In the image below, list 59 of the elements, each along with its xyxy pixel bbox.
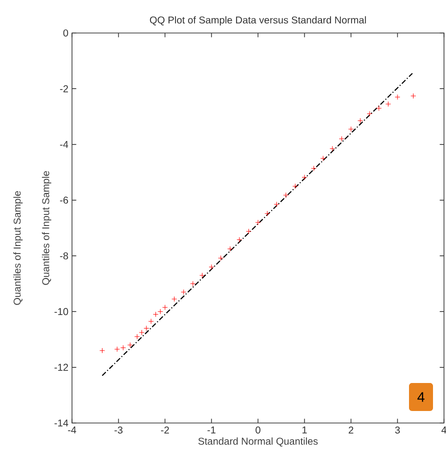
x-tick-label: 4 [441, 426, 446, 434]
point [127, 342, 133, 348]
point [302, 174, 308, 180]
point [134, 334, 140, 340]
x-tick-label: 3 [395, 426, 400, 434]
y-tick-label: -10 [54, 308, 68, 316]
point [227, 246, 233, 252]
point [199, 272, 205, 278]
point [99, 348, 105, 354]
point [320, 156, 326, 162]
point [366, 111, 372, 117]
point [152, 312, 158, 318]
x-tick-label: 0 [256, 426, 260, 434]
point [348, 126, 354, 132]
y-tick-label: -6 [60, 196, 68, 204]
point [120, 345, 126, 351]
point [144, 326, 150, 332]
x-tick-label: 2 [348, 426, 354, 434]
y-tick-label: -4 [60, 140, 68, 148]
x-tick-label: -4 [68, 426, 76, 434]
point [114, 346, 120, 352]
point [236, 236, 242, 242]
point [190, 280, 196, 286]
point [208, 264, 214, 270]
y-tick-label: -12 [54, 364, 68, 371]
point [358, 118, 364, 124]
y-axis-title: Quantiles of Input Sample [42, 171, 52, 285]
x-axis-title: Standard Normal Quantiles [198, 437, 318, 447]
point [376, 105, 382, 111]
text: Quantiles of Input Sample [13, 191, 23, 305]
point [246, 228, 252, 234]
chart-title: QQ Plot of Sample Data versus Standard Normal [150, 16, 366, 26]
point [255, 220, 261, 226]
point [311, 166, 317, 172]
y-tick-label: -8 [60, 252, 68, 260]
x-tick-label: -2 [161, 426, 169, 434]
point [292, 183, 298, 189]
y-tick-label: -14 [54, 420, 68, 426]
point [264, 210, 270, 216]
point [394, 94, 400, 100]
point [330, 146, 336, 152]
annotation: 4 [417, 392, 424, 402]
x-tick-label: -1 [208, 426, 216, 434]
point [410, 93, 416, 99]
point [274, 202, 280, 208]
x-tick-label: -3 [114, 426, 122, 434]
x-tick-label: 1 [302, 426, 307, 434]
y-tick-label: -2 [60, 85, 68, 92]
point [218, 255, 224, 261]
point [148, 318, 154, 324]
point [385, 101, 391, 107]
point [172, 296, 178, 302]
point [162, 304, 168, 310]
point [158, 308, 164, 314]
point [139, 330, 144, 336]
point [283, 192, 289, 198]
point [180, 289, 186, 295]
point [338, 136, 344, 142]
y-tick-label: 0 [63, 29, 68, 37]
